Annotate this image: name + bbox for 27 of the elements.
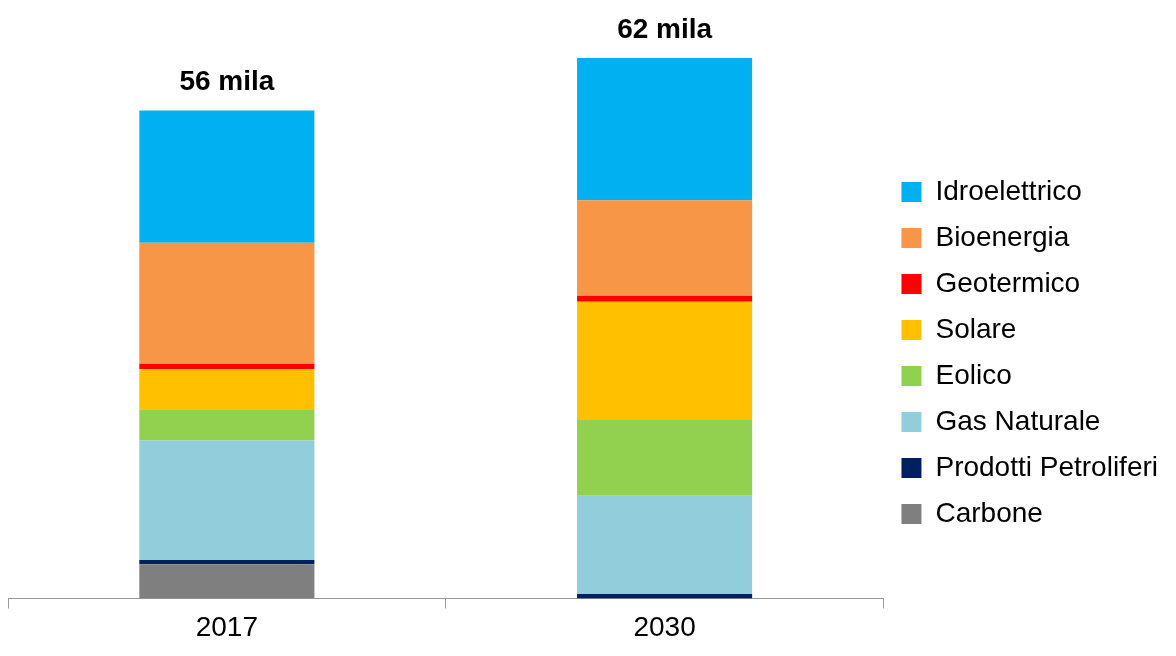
x-tick-label: 2030 [633, 610, 696, 642]
bar [139, 409, 315, 441]
legend-label: Carbone [935, 496, 1043, 528]
legend-label: Bioenergia [935, 220, 1070, 252]
bar [577, 301, 753, 421]
legend-label: Geotermico [935, 266, 1081, 298]
legend-label: Prodotti Petroliferi [935, 450, 1159, 482]
bar [139, 369, 315, 410]
bar [577, 200, 753, 296]
text: 62 mila [617, 12, 713, 44]
bar [577, 420, 753, 496]
bar [577, 594, 753, 599]
bar [139, 110, 315, 243]
bar [139, 242, 315, 364]
bar [139, 560, 315, 565]
bar [139, 363, 315, 370]
bar [577, 495, 753, 595]
annotation: 56 mila [179, 65, 275, 97]
bar [139, 564, 315, 599]
bar [577, 58, 753, 201]
bar [139, 440, 315, 561]
legend-label: Gas Naturale [935, 404, 1101, 436]
x-tick-label: 2017 [195, 610, 259, 642]
legend-label: Eolico [935, 358, 1012, 390]
legend-label: Idroelettrico [935, 174, 1082, 206]
bar [577, 295, 753, 302]
legend-label: Solare [935, 312, 1017, 344]
